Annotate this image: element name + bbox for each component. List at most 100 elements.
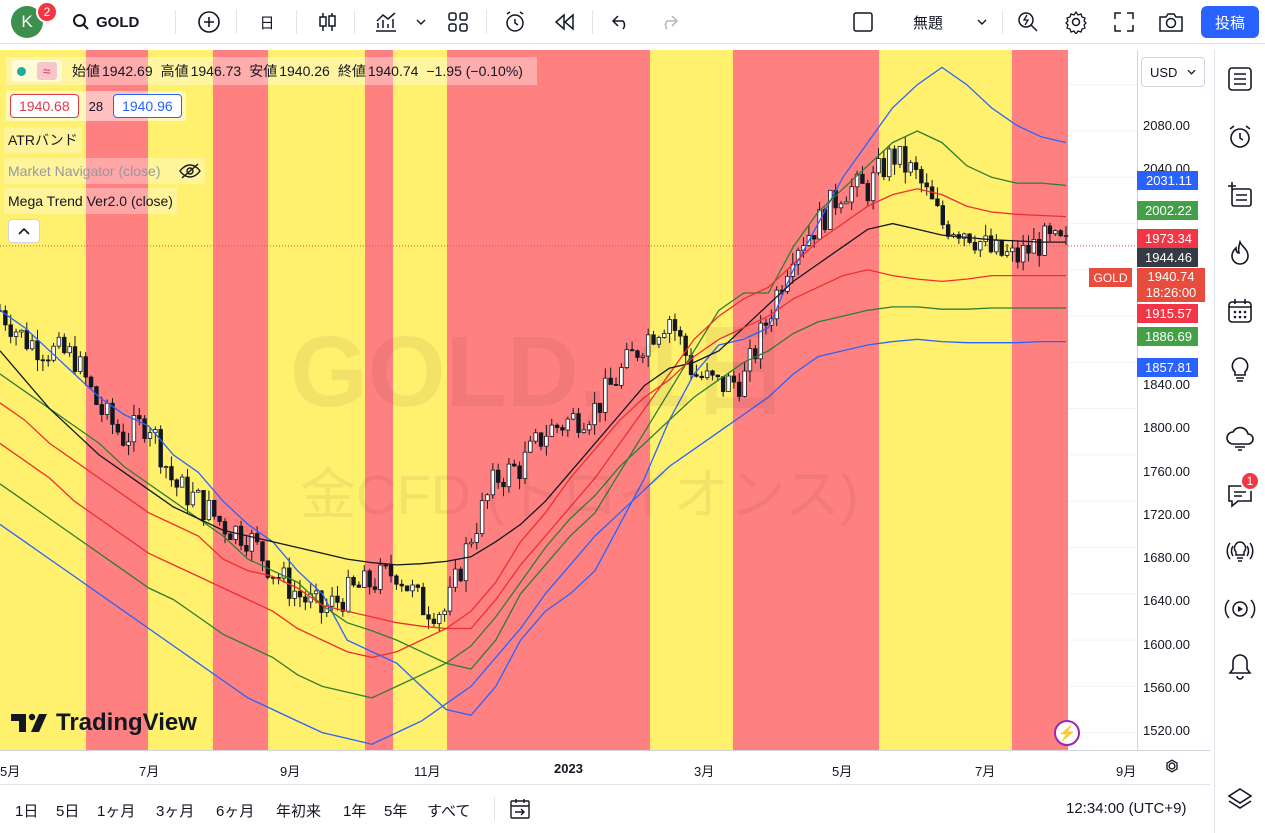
range-ytd-button[interactable]: 年初来: [276, 803, 322, 820]
candle-up: [19, 329, 24, 333]
object-tree-button[interactable]: [1223, 178, 1257, 212]
streams-button[interactable]: [1223, 535, 1257, 569]
trend-zone-yellow: [148, 50, 213, 750]
layout-select-button[interactable]: [848, 6, 878, 38]
lightning-icon[interactable]: ⚡: [1054, 720, 1080, 746]
candle-down: [142, 418, 147, 439]
layout-dropdown[interactable]: [972, 6, 992, 38]
snapshot-button[interactable]: [1154, 6, 1188, 38]
timezone-clock[interactable]: 12:34:00 (UTC+9): [1066, 800, 1187, 817]
range-3m-button[interactable]: 3ヶ月: [156, 803, 195, 820]
candle-down: [388, 564, 394, 577]
eye-off-icon[interactable]: [178, 163, 201, 179]
candle-down: [62, 336, 67, 354]
candle-up: [126, 441, 131, 446]
goto-date-button[interactable]: [508, 797, 532, 826]
candle-down: [217, 515, 222, 522]
collapse-legend-button[interactable]: [8, 219, 40, 243]
candle-down: [860, 173, 865, 184]
alarm-add-icon: [506, 11, 524, 32]
candle-down: [415, 584, 421, 588]
candle-down: [919, 169, 924, 184]
chart-pane[interactable]: GOLD, 1日 金CFD (トロイオンス): [0, 50, 1137, 750]
indicator-legend-market-navigator[interactable]: Market Navigator (close): [4, 158, 205, 184]
range-5y-button[interactable]: 5年: [384, 803, 408, 820]
watchlist-icon: [1228, 67, 1252, 91]
time-axis[interactable]: 5月 7月 9月 11月 2023 3月 5月 7月 9月: [0, 750, 1210, 784]
high-value: 1946.73: [190, 63, 242, 79]
candle-down: [351, 576, 356, 586]
candle-down: [174, 479, 179, 488]
divider: [296, 10, 297, 34]
candle-up: [656, 337, 662, 345]
chart-type-button[interactable]: [312, 6, 342, 38]
symbol-search-button[interactable]: GOLD: [72, 6, 152, 38]
candle-up: [704, 370, 710, 379]
candle-down: [672, 319, 678, 331]
undo-button[interactable]: [606, 6, 636, 38]
currency-select[interactable]: USD: [1141, 57, 1205, 87]
quick-search-button[interactable]: [1012, 6, 1044, 38]
band-price-label: 2002.22: [1137, 201, 1198, 220]
indicator-legend-mega-trend[interactable]: Mega Trend Ver2.0 (close): [4, 188, 177, 214]
layout-name-button[interactable]: 無題: [912, 14, 943, 32]
range-1y-button[interactable]: 1年: [343, 803, 367, 820]
candle-down: [935, 198, 940, 207]
trend-zone-red: [447, 50, 650, 750]
interval-button[interactable]: 日: [259, 14, 275, 32]
tradingview-logo[interactable]: TradingView: [10, 709, 197, 737]
indicators-dropdown[interactable]: [412, 6, 430, 38]
candle-up: [506, 463, 512, 488]
plus-circle-icon: [198, 11, 220, 33]
candle-up: [13, 331, 19, 337]
replay-trading-button[interactable]: [1223, 592, 1257, 626]
alert-button[interactable]: [500, 6, 532, 38]
candle-up: [528, 440, 533, 453]
range-6m-button[interactable]: 6ヶ月: [216, 803, 255, 820]
axis-settings-button[interactable]: [1162, 756, 1182, 781]
publish-button[interactable]: 投稿: [1201, 6, 1259, 38]
layers-button[interactable]: [1223, 783, 1257, 817]
candle-up: [281, 567, 287, 579]
calendar-button[interactable]: [1223, 294, 1257, 328]
last-price-value: 1940.74: [1147, 269, 1195, 284]
notifications-button[interactable]: [1223, 649, 1257, 683]
candle-up: [131, 415, 137, 443]
candle-up: [522, 451, 528, 480]
candle-down: [340, 601, 346, 612]
range-1m-button[interactable]: 1ヶ月: [97, 803, 136, 820]
candle-up: [565, 418, 571, 431]
templates-button[interactable]: [442, 6, 474, 38]
price-axis[interactable]: [1137, 50, 1210, 750]
ideas-button[interactable]: [1223, 352, 1257, 386]
indicators-button[interactable]: [370, 6, 402, 38]
compare-symbol-button[interactable]: [194, 6, 224, 38]
candle-up: [490, 469, 496, 496]
fullscreen-button[interactable]: [1108, 6, 1140, 38]
candle-down: [495, 469, 501, 483]
hotlists-button[interactable]: [1223, 236, 1257, 270]
range-all-button[interactable]: すべて: [427, 803, 471, 820]
redo-button[interactable]: [654, 6, 684, 38]
trend-zone-yellow: [879, 50, 1012, 750]
indicator-legend-atr[interactable]: ATRバンド: [4, 127, 82, 153]
add-list-icon: [1228, 182, 1252, 207]
sell-price-button[interactable]: 1940.68: [10, 94, 79, 118]
alerts-button[interactable]: [1223, 120, 1257, 154]
chevron-down-icon: [977, 19, 987, 25]
minds-button[interactable]: [1223, 421, 1257, 455]
replay-button[interactable]: [548, 6, 580, 38]
candle-down: [710, 370, 715, 376]
candle-down: [319, 590, 324, 613]
buy-price-button[interactable]: 1940.96: [113, 94, 182, 118]
close-label: 終値: [337, 63, 366, 79]
series-status-pill[interactable]: ≈: [12, 60, 62, 82]
settings-button[interactable]: [1060, 6, 1092, 38]
candle-down: [865, 183, 870, 202]
watchlist-button[interactable]: [1223, 62, 1257, 96]
trend-zone-red: [1012, 50, 1068, 750]
range-1d-button[interactable]: 1日: [15, 803, 39, 820]
price-chart[interactable]: [0, 50, 1137, 750]
range-5d-button[interactable]: 5日: [56, 803, 80, 820]
candle-down: [694, 374, 699, 377]
